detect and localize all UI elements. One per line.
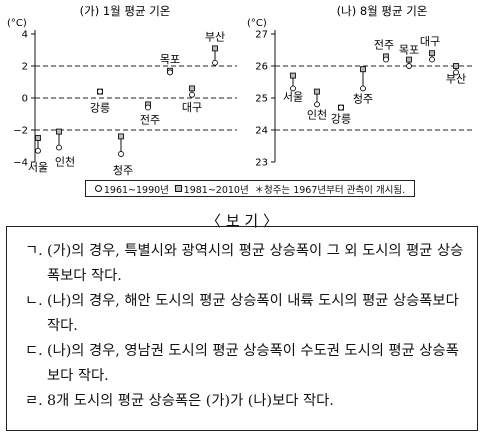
figure-canvas: (가) 1월 평균 기온(°C)420−2−4 서울 인천강릉청주전주목포대구부산(… <box>7 4 475 177</box>
y-axis-unit-jan: (°C) <box>7 18 27 29</box>
statement-1: ㄱ. (가)의 경우, 특별시와 광역시의 평균 상승폭이 그 외 도시의 평균… <box>25 239 465 289</box>
legend-item-1981-2010: 1981~2010년 <box>174 182 249 196</box>
legend-note: ＊청주는 1967년부터 관측이 개시됨. <box>254 184 406 196</box>
legend-item-1961-1990: 1961~1990년 <box>94 182 169 196</box>
marker-1981-2010-jan <box>56 128 62 135</box>
statement-label: ㄷ. <box>25 343 43 359</box>
marker-1961-1990-aug <box>383 56 389 63</box>
marker-1981-2010-jan <box>212 45 218 52</box>
marker-1961-1990-jan <box>212 59 218 66</box>
statement-2: ㄴ. (나)의 경우, 해안 도시의 평균 상승폭이 내륙 도시의 평균 상승폭… <box>25 289 465 339</box>
city-label-aug: 인천 <box>307 107 327 121</box>
legend-label-1981-2010: 1981~2010년 <box>183 184 249 196</box>
marker-1981-2010-aug <box>290 72 296 79</box>
legend-circle-marker <box>94 185 102 192</box>
marker-1961-1990-aug <box>314 101 320 108</box>
marker-1961-1990-jan <box>56 144 62 151</box>
marker-1961-1990-jan <box>97 88 103 95</box>
statement-label: ㄴ. <box>25 293 43 309</box>
y-tick-label-jan: −2 <box>13 126 28 137</box>
y-tick-label-jan: 0 <box>22 94 28 105</box>
bogi-box: ㄱ. (가)의 경우, 특별시와 광역시의 평균 상승폭이 그 외 도시의 평균… <box>6 226 478 431</box>
statement-label: ㄱ. <box>25 243 43 259</box>
marker-1961-1990-aug <box>406 63 412 69</box>
city-label-jan: 대구 <box>182 101 202 114</box>
marker-1981-2010-jan <box>189 85 195 92</box>
legend: 1961~1990년 1981~2010년 ＊청주는 1967년부터 관측이 개… <box>85 180 415 197</box>
city-label-jan: 목포 <box>160 53 180 66</box>
city-label-aug: 대구 <box>420 35 440 48</box>
city-label-jan: 전주 <box>140 114 160 127</box>
city-label-aug: 청주 <box>353 92 373 105</box>
statement-4: ㄹ. 8개 도시의 평균 상승폭은 (가)가 (나)보다 작다. <box>25 389 465 414</box>
statement-3: ㄷ. (나)의 경우, 영남권 도시의 평균 상승폭이 수도권 도시의 평균 상… <box>25 339 465 389</box>
legend-square-marker <box>174 185 182 192</box>
y-tick-label-aug: 27 <box>255 30 268 41</box>
y-tick-label-aug: 23 <box>255 158 268 169</box>
y-tick-label-aug: 26 <box>255 62 268 73</box>
legend-label-1961-1990: 1961~1990년 <box>103 184 169 196</box>
marker-1961-1990-aug <box>338 104 344 111</box>
marker-1981-2010-jan <box>35 135 41 141</box>
bogi-title: 〈 보 기 〉 <box>206 212 278 230</box>
marker-1961-1990-aug <box>453 69 459 76</box>
city-label-jan: 부산 <box>205 30 225 43</box>
marker-1961-1990-aug <box>429 56 435 63</box>
marker-1981-2010-aug <box>453 63 459 69</box>
marker-1961-1990-jan <box>145 104 151 111</box>
city-label-jan: 강릉 <box>90 102 110 115</box>
statement-label: ㄹ. <box>25 393 43 409</box>
city-label-aug: 전주 <box>374 38 394 51</box>
y-axis-unit-aug: (°C) <box>247 18 267 29</box>
statement-text: (나)의 경우, 영남권 도시의 평균 상승폭이 수도권 도시의 평균 상승폭보… <box>47 343 459 384</box>
marker-1961-1990-jan <box>35 147 41 154</box>
y-tick-label-aug: 24 <box>255 126 268 137</box>
marker-1961-1990-jan <box>189 91 195 98</box>
marker-1981-2010-aug <box>406 56 412 63</box>
statement-text: (가)의 경우, 특별시와 광역시의 평균 상승폭이 그 외 도시의 평균 상승… <box>47 243 464 284</box>
marker-1961-1990-aug <box>290 85 296 92</box>
city-label-jan: 서울 <box>28 161 48 174</box>
chart-title-aug: (나) 8월 평균 기온 <box>337 4 428 18</box>
chart-title-jan: (가) 1월 평균 기온 <box>80 4 171 18</box>
y-tick-label-jan: 4 <box>22 30 28 41</box>
statement-text: 8개 도시의 평균 상승폭은 (가)가 (나)보다 작다. <box>47 393 334 409</box>
city-label-jan: 인천 <box>55 155 75 169</box>
marker-1981-2010-aug <box>429 50 435 57</box>
y-tick-label-aug: 25 <box>255 94 268 105</box>
marker-1981-2010-aug <box>360 66 366 73</box>
marker-1961-1990-aug <box>360 85 366 92</box>
statement-text: (나)의 경우, 해안 도시의 평균 상승폭이 내륙 도시의 평균 상승폭보다 … <box>47 293 459 334</box>
city-label-aug: 서울 <box>283 90 303 103</box>
marker-1961-1990-jan <box>167 69 173 76</box>
marker-1981-2010-jan <box>118 133 124 140</box>
y-tick-label-jan: 2 <box>22 62 28 73</box>
city-label-jan: 청주 <box>113 164 133 177</box>
marker-1981-2010-aug <box>314 88 320 95</box>
city-label-aug: 강릉 <box>331 113 351 126</box>
city-label-aug: 목포 <box>399 44 419 57</box>
y-tick-label-jan: −4 <box>13 158 28 169</box>
city-label-aug: 부산 <box>446 72 466 85</box>
marker-1961-1990-jan <box>118 151 124 157</box>
